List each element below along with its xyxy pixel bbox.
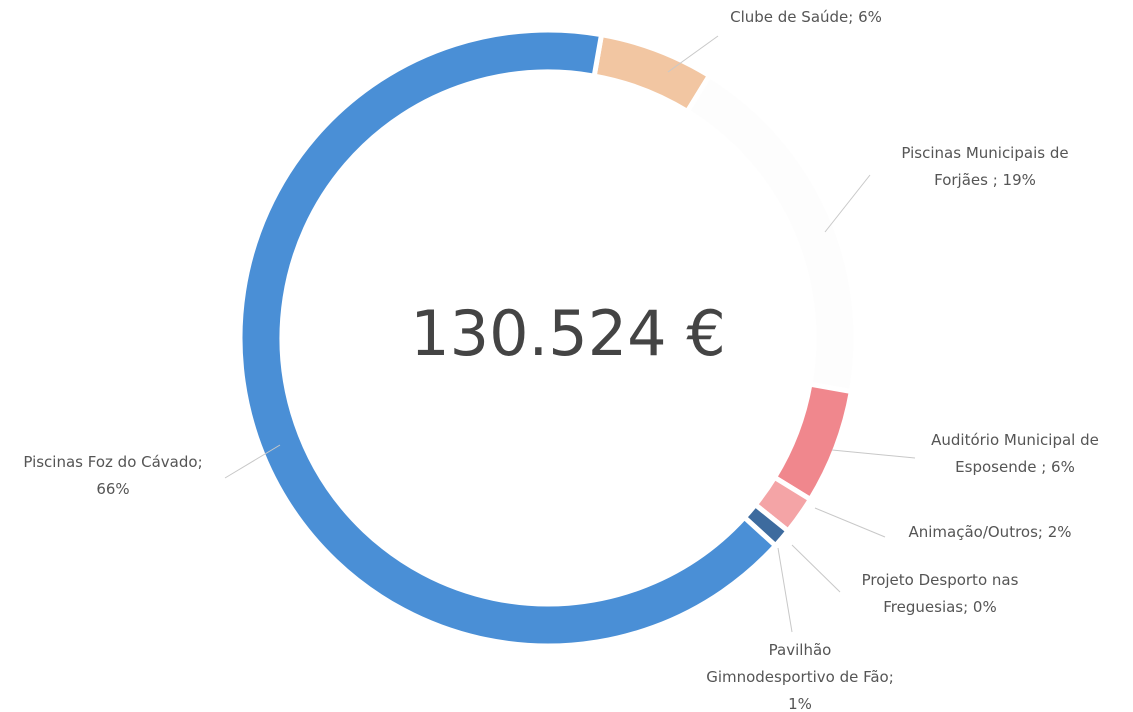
data-label-line: Gimnodesportivo de Fão; (706, 668, 894, 686)
leader-line (824, 174, 871, 233)
data-label-line: Clube de Saúde; 6% (730, 8, 882, 26)
center-label: 130.524 € (410, 297, 726, 370)
data-label-line: Auditório Municipal de (931, 431, 1099, 449)
leader-line (777, 547, 793, 633)
data-label: Clube de Saúde; 6% (730, 8, 882, 26)
leader-line (791, 544, 841, 593)
data-label-line: Projeto Desporto nas (862, 571, 1019, 589)
data-label: Piscinas Foz do Cávado; 66% (23, 453, 202, 498)
leader-line (814, 507, 886, 538)
data-label: Auditório Municipal de Esposende ; 6% (931, 431, 1099, 476)
leader-line (831, 449, 916, 459)
data-label-line: Forjães ; 19% (934, 171, 1036, 189)
donut-segment (237, 27, 779, 649)
leader-line (667, 35, 719, 73)
leader-line (224, 444, 281, 479)
data-label-line: Piscinas Municipais de (901, 144, 1068, 162)
data-label-line: Freguesias; 0% (883, 598, 996, 616)
data-label-line: 66% (96, 480, 129, 498)
data-label: Projeto Desporto nas Freguesias; 0% (862, 571, 1019, 616)
data-label-line: Pavilhão (769, 641, 832, 659)
data-label-line: Animação/Outros; 2% (908, 523, 1071, 541)
data-label-line: 1% (788, 695, 812, 712)
data-label-line: Esposende ; 6% (955, 458, 1075, 476)
data-label: Piscinas Municipais de Forjães ; 19% (901, 144, 1068, 189)
data-label: Pavilhão Gimnodesportivo de Fão; 1% (706, 641, 894, 712)
data-label-line: Piscinas Foz do Cávado; (23, 453, 202, 471)
data-label: Animação/Outros; 2% (908, 523, 1071, 541)
